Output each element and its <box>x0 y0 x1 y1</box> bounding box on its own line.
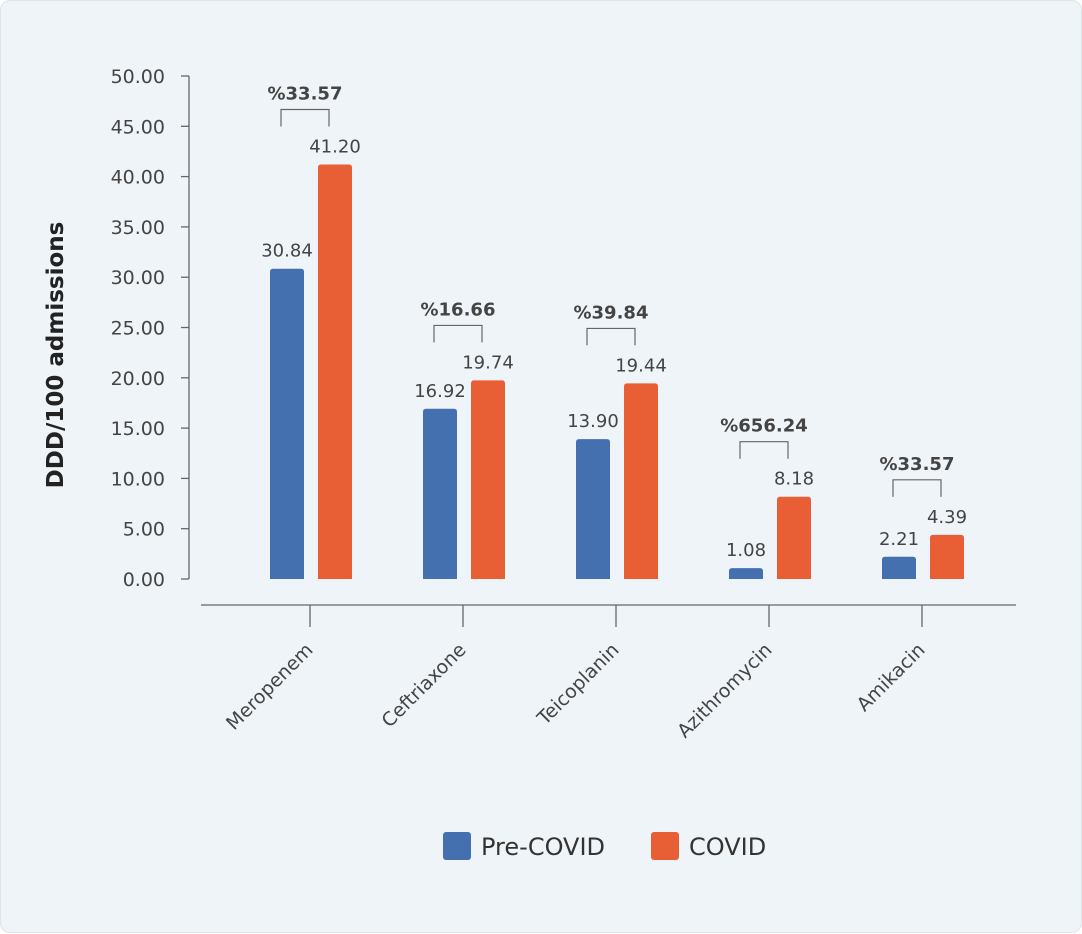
bars: 30.84 41.20 %33.57 16.92 19.74 %16.66 13.90 19.… <box>261 84 967 579</box>
change-bracket <box>739 441 789 459</box>
y-axis-label: DDD/100 admissions <box>43 222 69 489</box>
legend-swatch <box>651 832 679 860</box>
percent-change-label: %656.24 <box>720 416 808 437</box>
category-ticks: Meropenem Ceftriaxone Teicoplanin Azithromy… <box>222 605 930 742</box>
y-tick-label: 45.00 <box>111 116 165 138</box>
category-label: Ceftriaxone <box>378 639 471 732</box>
data-label: 41.20 <box>309 137 361 158</box>
bar-pre-covid-teicoplanin <box>576 439 610 579</box>
y-tick-label: 5.00 <box>123 519 165 541</box>
data-label: 13.90 <box>567 411 619 432</box>
data-label: 2.21 <box>879 529 919 550</box>
data-label: 19.74 <box>462 352 514 373</box>
data-label: 8.18 <box>774 469 814 490</box>
change-bracket <box>586 327 636 346</box>
y-tick-label: 50.00 <box>111 66 165 88</box>
percent-change-label: %39.84 <box>574 302 649 323</box>
data-label: 19.44 <box>615 355 667 376</box>
bar-covid-meropenem <box>318 164 352 579</box>
legend: Pre-COVID COVID <box>443 832 766 861</box>
y-tick-label: 35.00 <box>111 217 165 239</box>
change-bracket <box>433 324 483 343</box>
data-label: 4.39 <box>927 507 967 528</box>
bar-covid-amikacin <box>930 534 964 579</box>
percent-change-label: %33.57 <box>880 454 955 475</box>
y-tick-label: 40.00 <box>111 167 165 189</box>
change-bracket <box>892 479 942 497</box>
bar-pre-covid-ceftriaxone <box>423 408 457 579</box>
category-label: Meropenem <box>222 639 318 735</box>
bar-pre-covid-amikacin <box>882 556 916 579</box>
data-label: 30.84 <box>261 241 313 262</box>
legend-label: COVID <box>689 833 766 861</box>
y-tick-label: 15.00 <box>111 418 165 440</box>
bar-covid-teicoplanin <box>624 383 658 579</box>
y-ticks: 0.00 5.00 10.00 15.00 20.00 25.00 30.00 35.00 40… <box>111 66 189 591</box>
data-label: 16.92 <box>414 381 466 402</box>
percent-change-label: %16.66 <box>421 299 496 320</box>
bar-pre-covid-meropenem <box>270 268 304 579</box>
y-tick-label: 0.00 <box>123 569 165 591</box>
bar-covid-azithromycin <box>777 496 811 579</box>
data-label: 1.08 <box>726 540 766 561</box>
y-tick-label: 10.00 <box>111 468 165 490</box>
category-label: Azithromycin <box>673 639 776 742</box>
y-tick-label: 30.00 <box>111 267 165 289</box>
category-label: Teicoplanin <box>532 639 623 730</box>
category-label: Amikacin <box>853 639 930 716</box>
bar-pre-covid-azithromycin <box>729 568 763 579</box>
legend-swatch <box>443 832 471 860</box>
change-bracket <box>280 108 330 127</box>
percent-change-label: %33.57 <box>268 84 343 105</box>
bar-covid-ceftriaxone <box>471 380 505 579</box>
y-tick-label: 25.00 <box>111 318 165 340</box>
y-tick-label: 20.00 <box>111 368 165 390</box>
legend-label: Pre-COVID <box>481 833 605 861</box>
